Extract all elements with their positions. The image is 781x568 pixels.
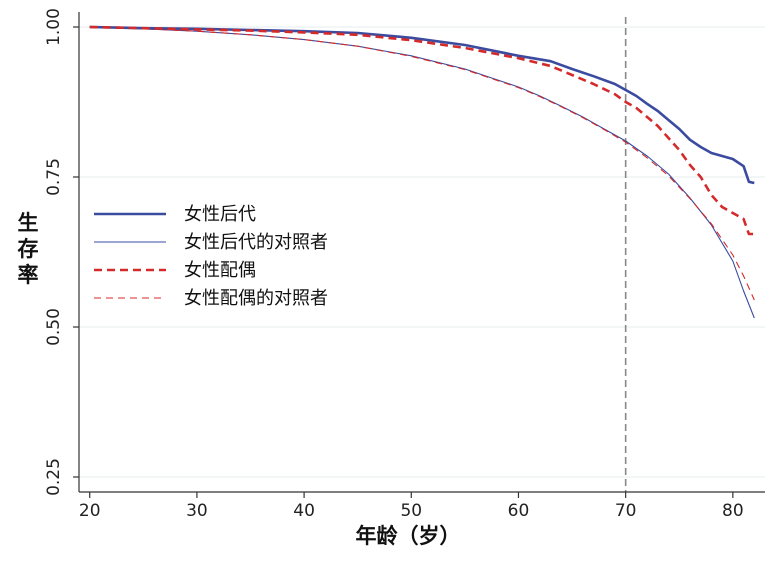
x-tick-label: 70 [615, 501, 637, 521]
x-tick-label: 80 [722, 501, 744, 521]
y-tick-label: 0.75 [44, 158, 64, 196]
y-tick-label: 1.00 [44, 8, 64, 46]
axis-layer: 0.25 0.50 0.75 1.00 20 30 40 50 60 70 80 年龄（岁） 生存率 [18, 8, 765, 548]
x-tick-label: 20 [79, 501, 101, 521]
grid-layer [79, 26, 765, 478]
y-axis-title: 生存率 [18, 211, 39, 287]
series-layer [89, 25, 755, 319]
x-tick-label: 50 [400, 501, 422, 521]
series-line-3 [89, 25, 755, 236]
legend-label-4: 女性配偶的对照者 [184, 288, 328, 309]
x-tick-label: 30 [186, 501, 208, 521]
series-line-4 [89, 26, 755, 301]
x-tick-label: 60 [508, 501, 530, 521]
x-axis-title: 年龄（岁） [356, 524, 461, 548]
y-tick-label: 0.50 [44, 308, 64, 346]
series-line-1 [89, 25, 755, 185]
legend-label-2: 女性后代的对照者 [184, 232, 328, 253]
legend-label-1: 女性后代 [184, 204, 256, 225]
y-tick-label: 0.25 [44, 458, 64, 496]
x-tick-label: 40 [293, 501, 315, 521]
legend-label-3: 女性配偶 [184, 260, 256, 281]
